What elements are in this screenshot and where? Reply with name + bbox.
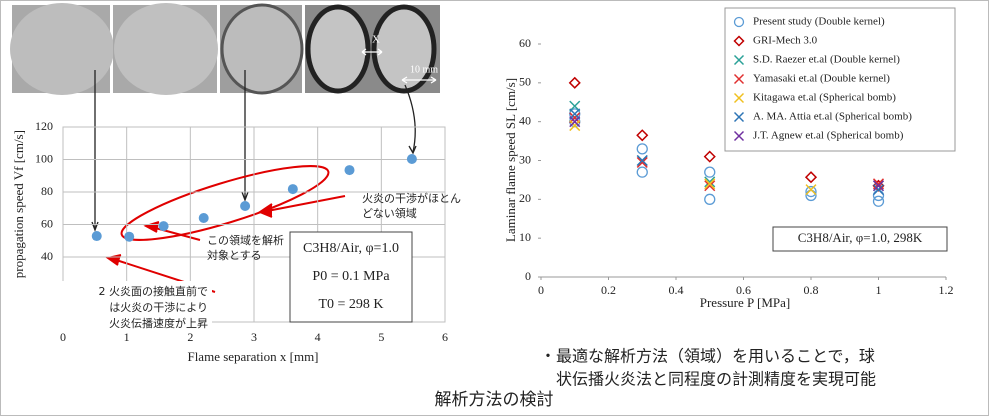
annotation: 火炎伝播速度が上昇 bbox=[109, 316, 208, 330]
x-tick-label: 0 bbox=[60, 330, 66, 344]
y-tick-label: 120 bbox=[35, 119, 53, 133]
x-tick-label: 6 bbox=[442, 330, 448, 344]
x-axis-label: Pressure P [MPa] bbox=[700, 295, 791, 310]
annotation: どない領域 bbox=[362, 206, 417, 220]
x-tick-label: 1 bbox=[876, 283, 882, 297]
legend-label: Kitagawa et.al (Spherical bomb) bbox=[753, 92, 896, 104]
y-tick-label: 60 bbox=[519, 36, 531, 50]
point bbox=[92, 231, 102, 241]
annotation: 対象とする bbox=[207, 248, 262, 262]
x-tick-label: 1 bbox=[124, 330, 130, 344]
y-tick-label: 40 bbox=[41, 249, 53, 263]
x-axis-label: Flame separation x [mm] bbox=[187, 349, 318, 364]
legend-label: S.D. Raezer et.al (Double kernel) bbox=[753, 54, 900, 66]
annotation: P0 = 0.1 MPa bbox=[312, 269, 390, 284]
point bbox=[240, 201, 250, 211]
y-tick-label: 10 bbox=[519, 230, 531, 244]
annotation: T0 = 298 K bbox=[318, 297, 383, 312]
point bbox=[345, 165, 355, 175]
annotation: C3H8/Air, φ=1.0 bbox=[303, 241, 399, 256]
point bbox=[124, 232, 134, 242]
footer: 解析方法の検討 bbox=[435, 390, 554, 410]
y-tick-label: 0 bbox=[525, 269, 531, 283]
x-tick-label: 1.2 bbox=[939, 283, 954, 297]
x-tick-label: 3 bbox=[251, 330, 257, 344]
annotation: C3H8/Air, φ=1.0, 298K bbox=[798, 230, 923, 245]
x-tick-label: 5 bbox=[378, 330, 384, 344]
y-tick-label: 60 bbox=[41, 216, 53, 230]
annotation: 2 火炎面の接触直前で bbox=[99, 284, 209, 298]
x-tick-label: 0.4 bbox=[669, 283, 684, 297]
point bbox=[199, 213, 209, 223]
x-tick-label: 4 bbox=[315, 330, 321, 344]
y-tick-label: 20 bbox=[519, 191, 531, 205]
caption: ・最適な解析方法（領域）を用いることで，球 bbox=[540, 347, 875, 366]
y-tick-label: 50 bbox=[519, 75, 531, 89]
annotation: 火炎の干渉がほとん bbox=[362, 191, 461, 205]
legend-label: A. MA. Attia et.al (Spherical bomb) bbox=[753, 111, 912, 123]
legend-label: GRI-Mech 3.0 bbox=[753, 35, 818, 47]
point bbox=[288, 184, 298, 194]
annotation: は火炎の干渉により bbox=[109, 300, 208, 314]
y-tick-label: 80 bbox=[41, 184, 53, 198]
caption: 状伝播火炎法と同程度の計測精度を実現可能 bbox=[556, 370, 876, 389]
slide: X 10 mm ・最適な解析方法（領域）を用いることで，球 状伝播火炎法と同程度… bbox=[0, 0, 989, 416]
x-tick-label: 0 bbox=[538, 283, 544, 297]
y-tick-label: 100 bbox=[35, 151, 53, 165]
legend-label: Yamasaki et.al (Double kernel) bbox=[753, 73, 890, 85]
x-tick-label: 2 bbox=[187, 330, 193, 344]
y-tick-label: 30 bbox=[519, 152, 531, 166]
x-tick-label: 0.8 bbox=[804, 283, 819, 297]
point bbox=[159, 221, 169, 231]
x-tick-label: 0.2 bbox=[601, 283, 616, 297]
y-axis-label: Laminar flame speed SL [cm/s] bbox=[503, 78, 518, 242]
page: {"chart_data": [ {"type": "scatter", "x_… bbox=[0, 0, 989, 416]
photos bbox=[10, 3, 440, 95]
photo-label: X bbox=[372, 34, 380, 46]
photo-label: 10 mm bbox=[410, 64, 438, 75]
y-tick-label: 40 bbox=[519, 113, 531, 127]
legend-label: J.T. Agnew et.al (Spherical bomb) bbox=[753, 130, 904, 142]
annotation: この領域を解析 bbox=[207, 233, 284, 247]
point bbox=[407, 154, 417, 164]
legend-label: Present study (Double kernel) bbox=[753, 16, 885, 28]
